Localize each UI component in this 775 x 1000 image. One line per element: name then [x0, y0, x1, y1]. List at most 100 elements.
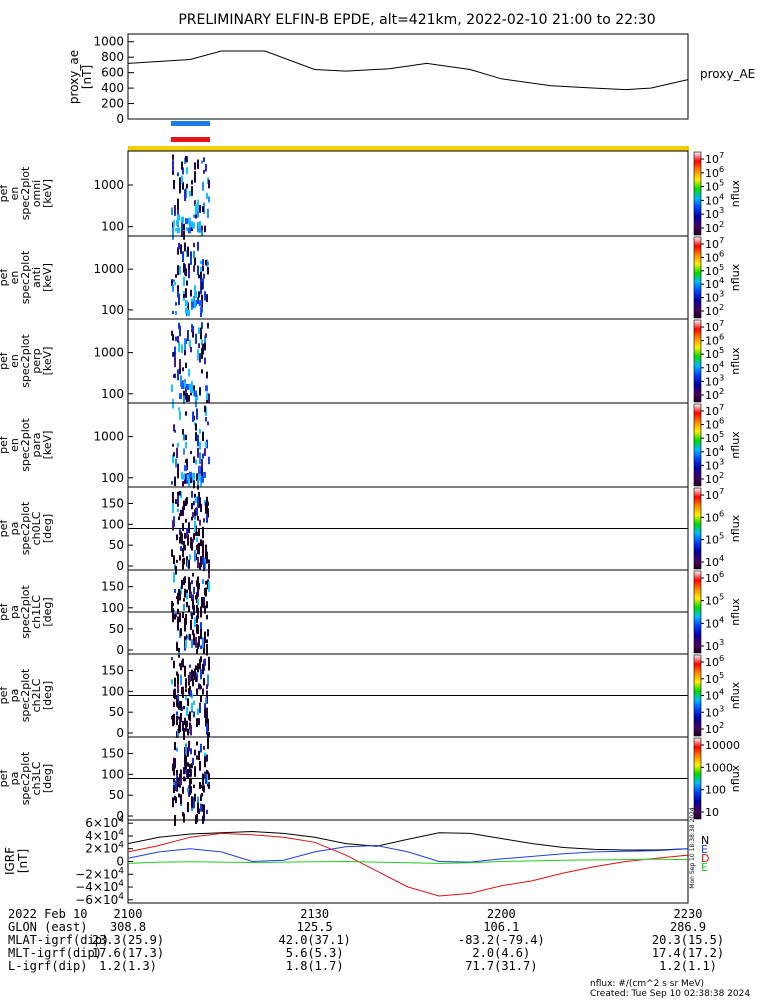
- spec-pixel: [173, 701, 175, 707]
- colorbar-tick-label: 103: [705, 637, 724, 653]
- spec-pixel: [181, 175, 183, 184]
- spec-pixel: [197, 607, 199, 616]
- spec-pixel: [186, 720, 188, 728]
- spec-pixel: [207, 771, 209, 775]
- igrf-panel: 6×1044×1042×1040−2×104−4×104−6×104IGRF[n…: [3, 807, 709, 907]
- igrf-ylabel: IGRF[nT]: [3, 847, 30, 875]
- spec-pixel: [193, 480, 195, 489]
- spec-pixel: [177, 442, 179, 448]
- spec-pixel: [177, 703, 179, 708]
- footer-value: 2.0(4.6): [472, 946, 530, 960]
- spec-pixel: [191, 669, 193, 681]
- footer-value: 106.1: [483, 920, 519, 934]
- spec-pixel: [193, 586, 195, 595]
- colorbar-tick-label: 100: [705, 784, 726, 797]
- igrf-line-0: [127, 830, 689, 851]
- spec-pixel: [197, 562, 199, 566]
- spec-pixel: [183, 294, 185, 298]
- igrf-legend-3: E: [701, 861, 708, 874]
- spec-pixel: [203, 809, 205, 822]
- spec-pixel: [202, 453, 204, 459]
- spec-pixel: [192, 538, 194, 543]
- spec-pixel: [179, 555, 181, 561]
- colorbar-tick-label: 106: [705, 653, 724, 669]
- spec-pixel: [184, 242, 186, 252]
- spec-pixel: [184, 189, 186, 202]
- spec-pixel: [172, 797, 174, 808]
- spec-pixel: [204, 759, 206, 768]
- spec-pixel: [185, 678, 187, 689]
- spec-pixel: [205, 164, 207, 172]
- spec-pixel: [188, 577, 190, 585]
- spec-pixel: [180, 586, 182, 595]
- spec-pixel: [193, 242, 195, 248]
- spec-pixel: [193, 456, 195, 463]
- spec-pixel: [173, 452, 175, 457]
- spec-pixel: [191, 490, 193, 498]
- spec-pixel: [172, 454, 174, 464]
- spec-pixel: [194, 515, 196, 520]
- spec-pixel: [179, 366, 181, 375]
- spec-pixel: [208, 572, 210, 579]
- spec-ylabel: elbpefpaspec2plotch3LC[deg]: [0, 751, 54, 805]
- spec-pixel: [194, 520, 196, 532]
- spec-pixel: [200, 609, 202, 614]
- spec-pixel: [194, 749, 196, 756]
- spec-pixel: [183, 434, 185, 441]
- spec-pixel: [199, 300, 202, 307]
- spec-pixel: [180, 674, 182, 685]
- spec-pixel: [203, 597, 205, 606]
- spec-pixel: [200, 645, 202, 650]
- spec-pixel: [194, 257, 196, 266]
- spec-pixel: [208, 196, 210, 203]
- spec-pixel: [172, 284, 174, 292]
- spec-pixel: [182, 167, 184, 175]
- spec-pixel: [196, 755, 198, 760]
- spec-ylabel: elbpefenspec2plotomni[keV]: [0, 166, 54, 220]
- spec-pixel: [173, 660, 175, 669]
- spec-ytick-label: 50: [109, 622, 124, 636]
- spec-pixel: [187, 728, 189, 736]
- spec-pixel: [184, 588, 186, 598]
- spec-pixel: [196, 545, 198, 551]
- spec-pixel: [178, 341, 180, 352]
- spec-pixel: [176, 559, 178, 563]
- spec-pixel: [189, 190, 191, 197]
- spec-pixel: [204, 335, 206, 344]
- spec-ylabel: elbpefenspec2plotpara[keV]: [0, 418, 54, 472]
- spec-pixel: [186, 227, 188, 232]
- spec-pixel: [199, 441, 201, 450]
- spec-pixel: [203, 169, 205, 174]
- spec-pixel: [207, 322, 209, 328]
- colorbar-tick-label: 107: [705, 486, 724, 502]
- spec-pixel: [201, 347, 203, 359]
- spec-pixel: [177, 777, 179, 787]
- spec-pixel: [206, 643, 208, 656]
- spec-pixel: [173, 572, 175, 583]
- spec-pixel: [189, 554, 191, 560]
- colorbar-tick-label: 105: [705, 670, 724, 686]
- spec-pixel: [202, 773, 204, 783]
- spec-pixel: [200, 612, 202, 618]
- spec-pixel: [172, 334, 174, 341]
- footer-row-label: 2022 Feb 10: [8, 907, 87, 921]
- spec-pixel: [198, 465, 201, 472]
- spec-pixel: [177, 495, 179, 505]
- spec-pixel: [187, 698, 189, 707]
- spec-pixel: [179, 590, 181, 601]
- spec-pixel: [175, 797, 177, 804]
- spec-pixel: [201, 160, 203, 164]
- spec-pixel: [203, 562, 205, 572]
- spec-pixel: [177, 694, 179, 704]
- spec-pixel: [196, 473, 198, 481]
- spec-pixel: [192, 572, 194, 577]
- spec-pixel: [193, 784, 195, 789]
- spec-pixel: [174, 357, 176, 368]
- colorbar-tick-label: 102: [705, 386, 724, 402]
- spec-pixel: [203, 785, 205, 793]
- colorbar-label: nflux: [729, 598, 742, 626]
- spec-pixel: [206, 639, 208, 644]
- spec-pixel: [186, 384, 189, 390]
- spec-ylabel: elbpefpaspec2plotch2LC[deg]: [0, 668, 54, 722]
- spec-pixel: [177, 608, 179, 615]
